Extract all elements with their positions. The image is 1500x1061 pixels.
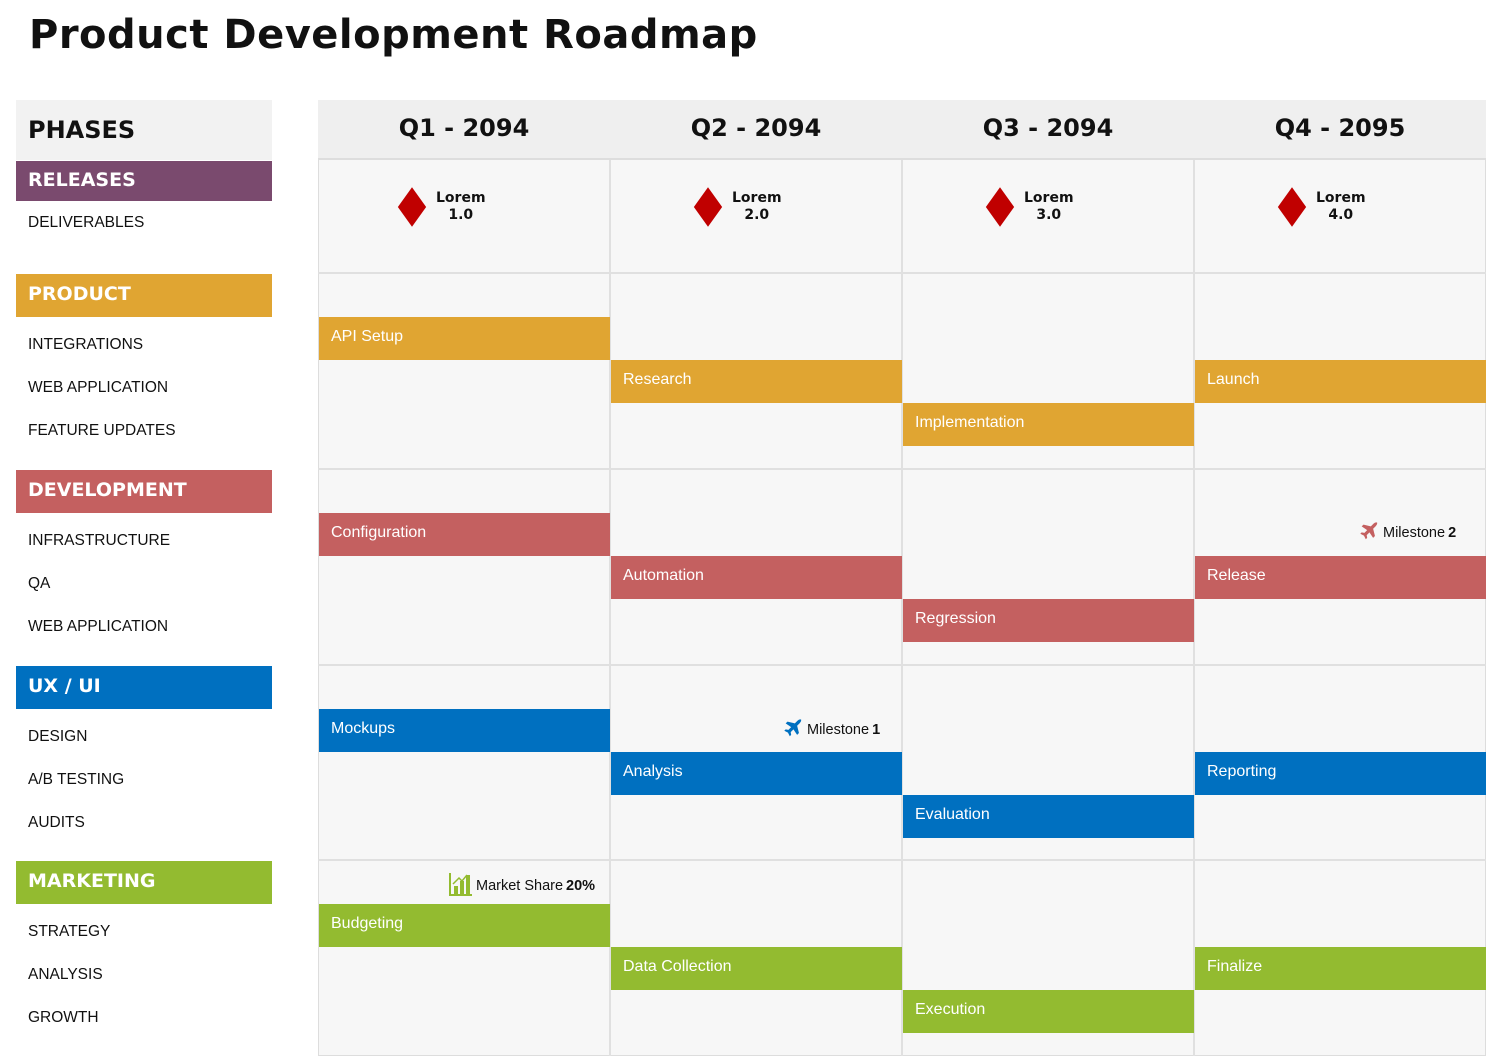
phase-item: AUDITS [28,814,85,831]
task-bar[interactable]: Execution [903,990,1194,1033]
column-divider [1193,160,1195,1056]
task-bar[interactable]: Automation [611,556,902,599]
release-marker: Lorem 1.0 [397,187,486,227]
phase-item: WEB APPLICATION [28,618,169,635]
task-bar[interactable]: Analysis [611,752,902,795]
task-bar[interactable]: Configuration [319,513,610,556]
release-version: 3.0 [1036,207,1062,223]
phase-item: FEATURE UPDATES [28,422,176,439]
task-bar[interactable]: Launch [1195,360,1486,403]
milestone-value: 1 [872,722,881,738]
phase-item: INFRASTRUCTURE [28,532,171,549]
task-bar[interactable]: Implementation [903,403,1194,446]
milestone-text: Milestone [807,722,870,738]
task-bar[interactable]: Reporting [1195,752,1486,795]
release-label: Lorem 1.0 [436,190,486,224]
section-marketing: MARKETING [16,861,272,904]
release-version: 4.0 [1328,207,1354,223]
release-version: 1.0 [448,207,474,223]
release-label: Lorem 2.0 [732,190,782,224]
diamond-icon [1277,187,1307,227]
task-bar[interactable]: Mockups [319,709,610,752]
diamond-icon [397,187,427,227]
milestone-value: 2 [1448,525,1457,541]
phase-item: INTEGRATIONS [28,336,144,353]
phase-item: DELIVERABLES [28,214,145,231]
milestone-value: 20% [566,878,596,894]
section-product: PRODUCT [16,274,272,317]
phases-header: PHASES [16,100,272,160]
milestone-airplane-icon [1358,519,1380,547]
page-title: Product Development Roadmap [29,12,758,58]
release-marker: Lorem 3.0 [985,187,1074,227]
phase-item: A/B TESTING [28,771,125,788]
section-releases: RELEASES [16,161,272,201]
quarter-label: Q3 - 2094 [982,114,1114,142]
section-development: DEVELOPMENT [16,470,272,513]
phase-item: ANALYSIS [28,966,103,983]
release-marker: Lorem 2.0 [693,187,782,227]
phase-item: STRATEGY [28,923,111,940]
task-bar[interactable]: Regression [903,599,1194,642]
diamond-icon [985,187,1015,227]
task-bar[interactable]: Research [611,360,902,403]
release-name: Lorem [1024,190,1074,206]
milestone-marker: Milestone 1 [782,716,880,744]
column-divider [609,160,611,1056]
phases-label: PHASES [28,116,136,144]
release-name: Lorem [1316,190,1366,206]
milestone-bar-chart-icon [449,872,473,900]
phase-item: GROWTH [28,1009,99,1026]
quarter-header: Q1 - 2094 Q2 - 2094 Q3 - 2094 Q4 - 2095 [318,100,1486,160]
quarter-label: Q1 - 2094 [398,114,530,142]
release-label: Lorem 3.0 [1024,190,1074,224]
release-label: Lorem 4.0 [1316,190,1366,224]
task-bar[interactable]: Data Collection [611,947,902,990]
phase-item: DESIGN [28,728,88,745]
quarter-label: Q4 - 2095 [1274,114,1406,142]
release-marker: Lorem 4.0 [1277,187,1366,227]
task-bar[interactable]: Release [1195,556,1486,599]
row-divider [318,664,1486,666]
column-divider [901,160,903,1056]
release-name: Lorem [732,190,782,206]
row-divider [318,859,1486,861]
release-version: 2.0 [744,207,770,223]
phase-item: QA [28,575,51,592]
milestone-marker: Market Share 20% [449,872,595,900]
task-bar[interactable]: Finalize [1195,947,1486,990]
milestone-marker: Milestone 2 [1358,519,1456,547]
row-divider [318,468,1486,470]
quarter-label: Q2 - 2094 [690,114,822,142]
milestone-airplane-icon [782,716,804,744]
diamond-icon [693,187,723,227]
phase-item: WEB APPLICATION [28,379,169,396]
milestone-text: Milestone [1383,525,1446,541]
release-name: Lorem [436,190,486,206]
section-uxui: UX / UI [16,666,272,709]
task-bar[interactable]: API Setup [319,317,610,360]
row-divider [318,272,1486,274]
task-bar[interactable]: Evaluation [903,795,1194,838]
task-bar[interactable]: Budgeting [319,904,610,947]
milestone-text: Market Share [476,878,564,894]
